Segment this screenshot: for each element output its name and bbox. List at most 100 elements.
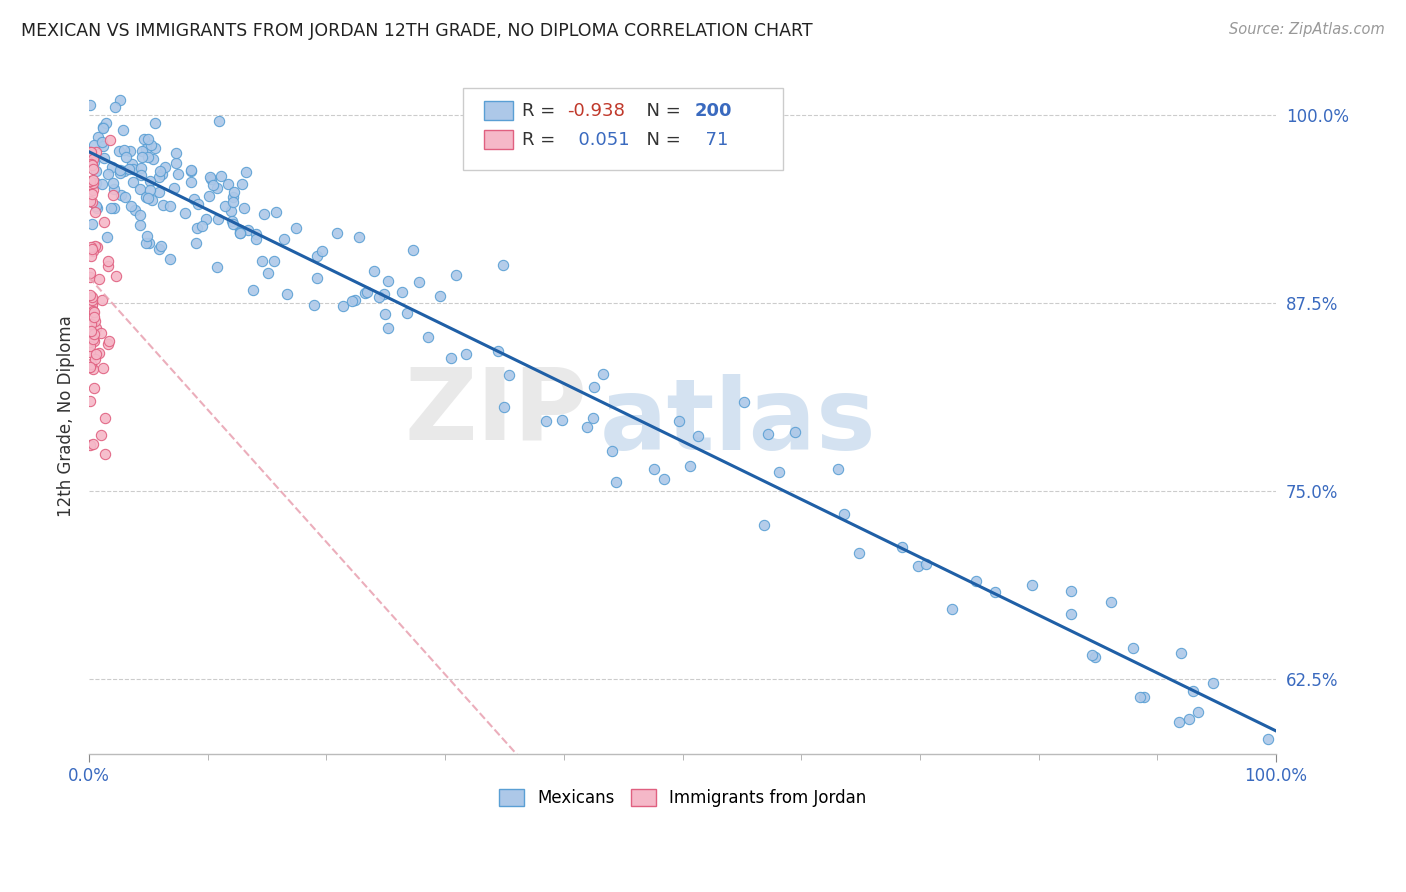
Point — [79, 331, 101, 345]
Point — [84, 320, 107, 334]
Point — [232, 201, 254, 215]
Point — [121, 157, 143, 171]
Point — [184, 235, 207, 250]
Point — [446, 268, 468, 282]
Point — [498, 368, 520, 382]
Point — [1257, 732, 1279, 747]
Point — [756, 426, 779, 441]
Point — [136, 191, 159, 205]
Point — [356, 285, 378, 299]
Point — [135, 236, 157, 251]
Point — [93, 410, 115, 425]
Point — [222, 190, 245, 204]
Point — [97, 167, 120, 181]
Point — [221, 214, 243, 228]
Point — [1202, 676, 1225, 690]
Point — [1021, 578, 1043, 592]
Point — [285, 221, 308, 235]
Point — [101, 188, 124, 202]
Point — [98, 133, 121, 147]
Point — [180, 175, 202, 189]
Point — [79, 157, 101, 171]
Point — [79, 325, 101, 339]
Point — [112, 164, 135, 178]
Point — [82, 183, 104, 197]
Text: 71: 71 — [695, 131, 728, 149]
Point — [83, 351, 105, 366]
Point — [165, 146, 187, 161]
Point — [120, 145, 142, 159]
Point — [200, 172, 222, 186]
Point — [105, 269, 128, 284]
Point — [325, 226, 347, 240]
Point — [124, 202, 146, 217]
Point — [408, 275, 430, 289]
Point — [80, 187, 103, 202]
Point — [652, 472, 675, 486]
Point — [148, 169, 170, 184]
Point — [79, 174, 101, 188]
Point — [1081, 648, 1104, 663]
Point — [343, 293, 366, 307]
Point — [377, 320, 399, 334]
Point — [112, 143, 135, 157]
Point — [79, 339, 101, 353]
Point — [139, 174, 162, 188]
Point — [1168, 714, 1191, 729]
Point — [149, 164, 172, 178]
Point — [90, 326, 112, 341]
Point — [136, 131, 159, 145]
Point — [368, 290, 391, 304]
Point — [486, 344, 509, 359]
Point — [198, 170, 221, 185]
Text: ZIP: ZIP — [405, 364, 588, 461]
Point — [79, 266, 101, 280]
Point — [82, 303, 104, 318]
Point — [396, 306, 419, 320]
Point — [536, 413, 558, 427]
Point — [83, 381, 105, 395]
Point — [1182, 684, 1205, 698]
Point — [84, 145, 107, 159]
Point — [79, 393, 101, 408]
Point — [83, 138, 105, 153]
Point — [128, 218, 150, 232]
Point — [1122, 640, 1144, 655]
Point — [91, 120, 114, 135]
Point — [686, 428, 709, 442]
Point — [79, 359, 101, 374]
Point — [440, 351, 463, 365]
Point — [79, 360, 101, 375]
Point — [207, 211, 229, 226]
Point — [832, 507, 855, 521]
Point — [257, 266, 280, 280]
Point — [93, 151, 115, 165]
Point — [120, 199, 142, 213]
Point — [143, 116, 166, 130]
Point — [180, 162, 202, 177]
Point — [454, 347, 477, 361]
Point — [186, 220, 208, 235]
Point — [96, 116, 118, 130]
Text: 200: 200 — [695, 102, 731, 120]
Point — [183, 192, 205, 206]
Point — [891, 540, 914, 554]
Point — [91, 177, 114, 191]
Point — [222, 186, 245, 200]
Point — [305, 271, 328, 285]
Text: N =: N = — [636, 102, 686, 120]
Point — [114, 189, 136, 203]
Point — [80, 151, 103, 165]
Point — [152, 167, 174, 181]
Point — [187, 197, 209, 211]
Point — [118, 161, 141, 176]
Point — [80, 317, 103, 331]
Point — [107, 144, 129, 158]
Point — [80, 157, 103, 171]
Point — [111, 123, 134, 137]
Point — [79, 178, 101, 192]
Point — [311, 244, 333, 258]
Point — [82, 152, 104, 166]
FancyBboxPatch shape — [484, 101, 513, 120]
Point — [373, 287, 395, 301]
